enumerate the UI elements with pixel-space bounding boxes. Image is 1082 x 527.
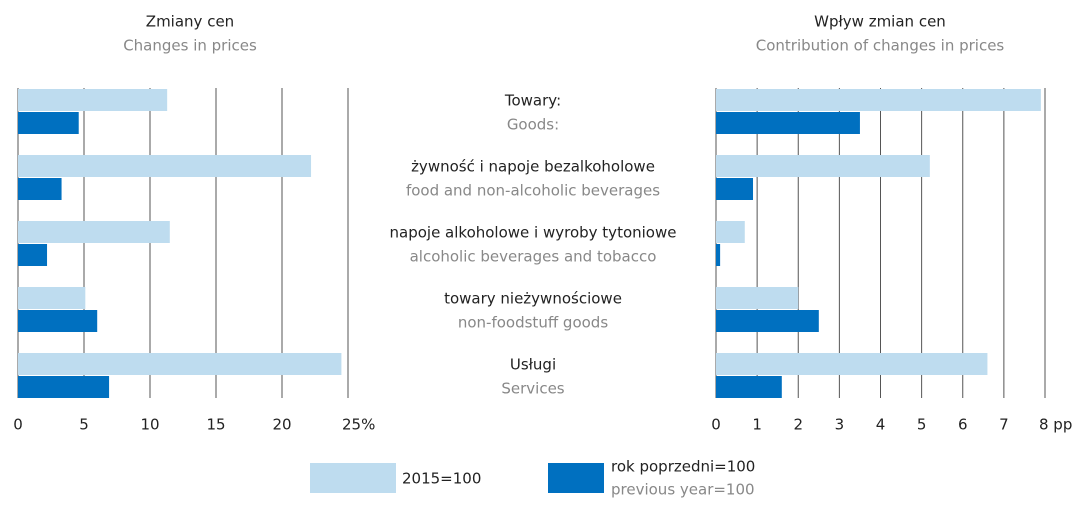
chart-title: Zmiany cen [146, 13, 234, 31]
x-tick-label: 15 [206, 416, 225, 434]
x-tick-label: 5 [79, 416, 89, 434]
bar [716, 89, 1041, 111]
bar [716, 112, 860, 134]
x-tick-label: 5 [917, 416, 927, 434]
bar [716, 244, 721, 266]
bar [18, 178, 62, 200]
bar [18, 155, 312, 177]
legend-swatch [548, 463, 604, 493]
category-label: żywność i napoje bezalkoholowe [411, 158, 655, 176]
category-label: towary nieżywnościowe [444, 290, 622, 308]
x-tick-label: 2 [793, 416, 803, 434]
legend-swatch [310, 463, 396, 493]
category-label: Usługi [510, 356, 556, 374]
x-tick-label: 8 pp [1039, 416, 1072, 434]
chart-subtitle: Contribution of changes in prices [756, 37, 1005, 55]
chart-subtitle: Changes in prices [123, 37, 257, 55]
bar [716, 221, 745, 243]
bar [18, 287, 86, 309]
bar [18, 221, 170, 243]
bar [18, 310, 98, 332]
bar [18, 89, 168, 111]
legend-label-en: previous year=100 [611, 481, 755, 499]
category-label-en: food and non-alcoholic beverages [406, 182, 660, 200]
bar [716, 155, 930, 177]
category-label-en: Goods: [507, 116, 559, 134]
bar [716, 310, 819, 332]
legend-label: 2015=100 [402, 470, 481, 488]
x-tick-label: 7 [999, 416, 1009, 434]
bar [18, 376, 110, 398]
category-label: napoje alkoholowe i wyroby tytoniowe [390, 224, 677, 242]
x-tick-label: 6 [958, 416, 968, 434]
x-tick-label: 4 [876, 416, 886, 434]
x-tick-label: 20 [272, 416, 291, 434]
legend-label: rok poprzedni=100 [611, 458, 755, 476]
chart-title: Wpływ zmian cen [814, 13, 946, 31]
bar [716, 178, 754, 200]
category-label-en: non-foodstuff goods [458, 314, 608, 332]
x-tick-label: 3 [835, 416, 845, 434]
bar [18, 112, 79, 134]
category-label-en: alcoholic beverages and tobacco [410, 248, 657, 266]
x-tick-label: 0 [711, 416, 721, 434]
bar [716, 376, 782, 398]
bar [18, 244, 48, 266]
category-label: Towary: [504, 92, 561, 110]
x-tick-label: 10 [140, 416, 159, 434]
bar [716, 287, 799, 309]
bar [716, 353, 988, 375]
x-tick-label: 25% [342, 416, 375, 434]
bar [18, 353, 342, 375]
category-label-en: Services [501, 380, 564, 398]
x-tick-label: 1 [752, 416, 762, 434]
x-tick-label: 0 [13, 416, 23, 434]
